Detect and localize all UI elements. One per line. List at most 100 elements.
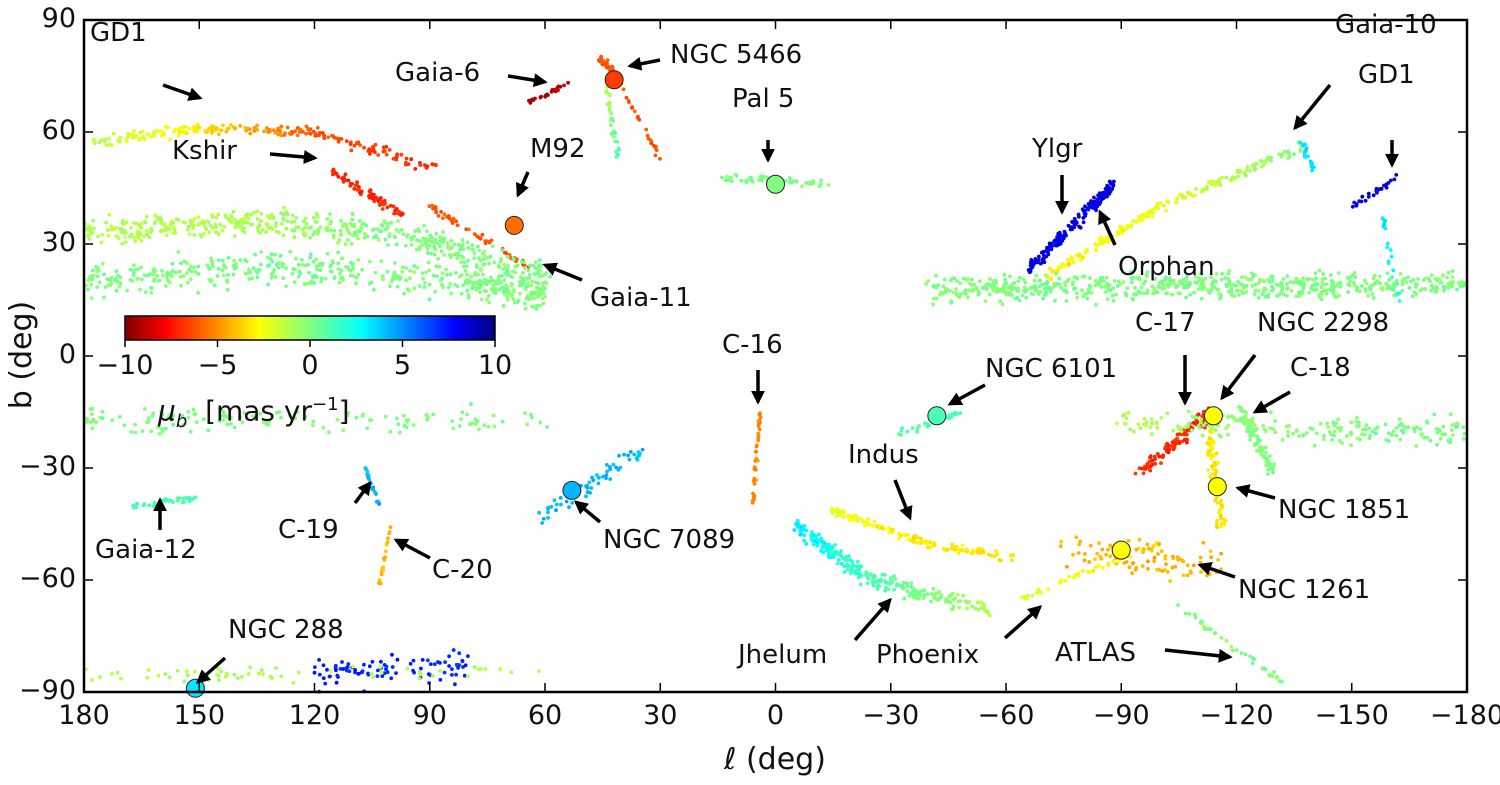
data-point bbox=[304, 222, 309, 226]
data-point bbox=[957, 295, 962, 300]
data-point bbox=[1263, 667, 1268, 672]
data-point bbox=[138, 287, 143, 292]
data-point bbox=[800, 184, 804, 189]
data-point bbox=[1244, 284, 1249, 289]
data-point bbox=[1185, 563, 1190, 568]
data-point bbox=[843, 558, 848, 563]
data-point bbox=[115, 670, 120, 675]
data-point bbox=[143, 290, 148, 295]
cluster-marker bbox=[927, 406, 947, 426]
data-point bbox=[883, 588, 887, 593]
data-point bbox=[1157, 285, 1162, 289]
data-point bbox=[909, 585, 914, 589]
data-point bbox=[396, 422, 401, 427]
data-point bbox=[490, 244, 495, 249]
data-point bbox=[961, 593, 966, 598]
data-point bbox=[224, 129, 229, 134]
data-point bbox=[815, 543, 820, 548]
annotation-arrow bbox=[1003, 605, 1043, 640]
data-point bbox=[501, 304, 506, 308]
data-point bbox=[1198, 555, 1203, 560]
data-point bbox=[380, 223, 385, 228]
data-point bbox=[1245, 425, 1250, 430]
data-point bbox=[940, 291, 945, 296]
data-point bbox=[163, 672, 168, 676]
data-point bbox=[428, 233, 433, 238]
data-point bbox=[248, 131, 253, 136]
data-point bbox=[1041, 296, 1045, 301]
data-point bbox=[377, 203, 382, 207]
data-point bbox=[1427, 276, 1431, 281]
data-point bbox=[1257, 281, 1261, 285]
data-point bbox=[298, 128, 303, 133]
data-point bbox=[431, 412, 436, 417]
data-point bbox=[941, 546, 946, 551]
data-point bbox=[1191, 421, 1196, 425]
data-point bbox=[1400, 289, 1404, 293]
data-point bbox=[1362, 278, 1367, 283]
data-point bbox=[338, 272, 342, 276]
data-point bbox=[271, 128, 276, 133]
data-point bbox=[482, 262, 487, 266]
data-point bbox=[1373, 431, 1378, 436]
data-point bbox=[1122, 561, 1127, 565]
data-point bbox=[1236, 418, 1241, 423]
data-point bbox=[251, 414, 255, 418]
data-point bbox=[326, 135, 331, 140]
data-point bbox=[1253, 161, 1258, 166]
data-point bbox=[331, 172, 335, 177]
data-point bbox=[432, 252, 437, 257]
annotation-arrow bbox=[507, 73, 548, 88]
data-point bbox=[1082, 274, 1087, 279]
data-point bbox=[1273, 419, 1277, 423]
data-point bbox=[445, 215, 449, 219]
data-point bbox=[1305, 277, 1309, 282]
data-point bbox=[132, 129, 136, 133]
data-point bbox=[376, 499, 380, 504]
data-point bbox=[1319, 297, 1324, 302]
data-point bbox=[597, 475, 601, 480]
data-point bbox=[1082, 558, 1087, 563]
data-point bbox=[194, 127, 199, 132]
data-point bbox=[1091, 568, 1096, 573]
data-point bbox=[610, 65, 615, 70]
data-point bbox=[125, 288, 130, 293]
data-point bbox=[228, 123, 233, 127]
data-point bbox=[456, 242, 461, 247]
data-point bbox=[238, 218, 243, 222]
data-point bbox=[1214, 522, 1219, 527]
data-point bbox=[269, 212, 274, 217]
data-point bbox=[1404, 280, 1409, 285]
stream-label: C-16 bbox=[722, 330, 783, 360]
data-point bbox=[636, 450, 641, 454]
data-point bbox=[827, 555, 831, 560]
data-point bbox=[515, 263, 520, 268]
data-point bbox=[967, 600, 972, 604]
data-point bbox=[339, 256, 344, 261]
data-point bbox=[1092, 195, 1096, 200]
data-point bbox=[1072, 220, 1077, 225]
data-point bbox=[925, 540, 930, 545]
data-point bbox=[1301, 143, 1306, 147]
data-point bbox=[1150, 421, 1154, 426]
data-point bbox=[552, 498, 557, 503]
stream-label: Kshir bbox=[172, 136, 237, 166]
data-point bbox=[1067, 574, 1071, 579]
data-point bbox=[149, 429, 154, 434]
data-point bbox=[315, 214, 320, 219]
data-point bbox=[311, 260, 316, 264]
data-point bbox=[152, 277, 157, 281]
data-point bbox=[1108, 288, 1113, 293]
data-point bbox=[1445, 275, 1449, 280]
data-point bbox=[259, 250, 264, 254]
data-point bbox=[1267, 673, 1272, 678]
data-point bbox=[645, 133, 650, 138]
data-point bbox=[247, 267, 251, 272]
data-point bbox=[474, 265, 479, 269]
data-point bbox=[834, 514, 839, 519]
data-point bbox=[1251, 656, 1255, 661]
stream-label: NGC 5466 bbox=[670, 40, 803, 70]
data-point bbox=[440, 282, 444, 287]
data-point bbox=[1378, 281, 1383, 286]
data-point bbox=[334, 171, 338, 176]
